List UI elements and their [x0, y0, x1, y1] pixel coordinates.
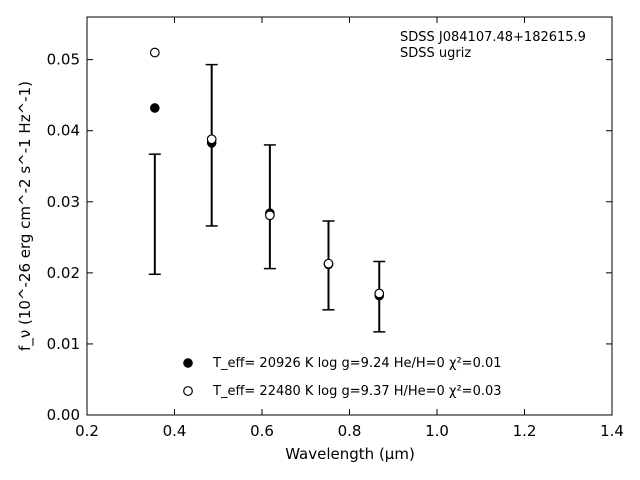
- model-2-point: [206, 134, 217, 145]
- y-axis-title: f_ν (10^-26 erg cm^-2 s^-1 Hz^-1): [16, 81, 35, 351]
- x-axis-title: Wavelength (μm): [285, 445, 415, 463]
- x-tick-label: 0.4: [163, 422, 187, 440]
- y-tick-label: 0.02: [47, 264, 80, 282]
- model-2-point: [323, 258, 334, 269]
- x-tick-label: 1.4: [600, 422, 624, 440]
- legend-label-model-2: T_eff= 22480 K log g=9.37 H/He=0 χ²=0.03: [212, 384, 502, 399]
- x-tick-label: 0.8: [338, 422, 362, 440]
- model-2-point: [264, 210, 275, 221]
- y-tick-label: 0.00: [47, 406, 80, 424]
- error-bars: [148, 63, 386, 333]
- annotation-object: SDSS J084107.48+182615.9: [400, 30, 586, 45]
- x-tick-label: 1.0: [425, 422, 449, 440]
- legend: T_eff= 20926 K log g=9.24 He/H=0 χ²=0.01…: [183, 356, 502, 399]
- y-tick-label: 0.04: [47, 122, 80, 140]
- model-2-point: [374, 288, 385, 299]
- y-tick-label: 0.01: [47, 335, 80, 353]
- annotation-filters: SDSS ugriz: [400, 46, 471, 61]
- legend-marker-open: [183, 386, 193, 396]
- legend-label-model-1: T_eff= 20926 K log g=9.24 He/H=0 χ²=0.01: [212, 356, 502, 371]
- model-1-point: [150, 103, 160, 113]
- y-tick-label: 0.05: [47, 51, 80, 69]
- axis-ticks: 0.2 0.4 0.6 0.8 1.0 1.2 1.4 0.00 0.01 0.02 0.03 0.0…: [47, 17, 624, 440]
- x-tick-label: 0.2: [75, 422, 99, 440]
- x-tick-label: 1.2: [513, 422, 537, 440]
- data-points: [149, 47, 385, 301]
- y-tick-label: 0.03: [47, 193, 80, 211]
- model-2-point: [149, 47, 160, 58]
- legend-marker-filled: [183, 358, 193, 368]
- x-tick-label: 0.6: [250, 422, 274, 440]
